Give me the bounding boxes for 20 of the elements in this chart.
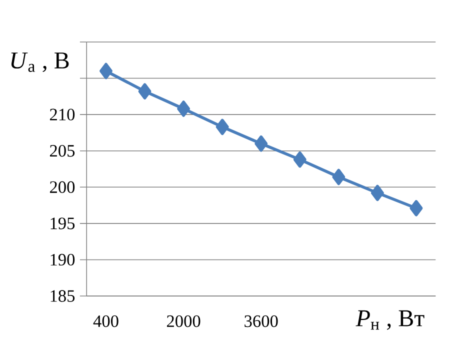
y-tick-label: 185	[50, 290, 75, 302]
x-tick-label: 400	[93, 315, 118, 328]
y-tick-label: 210	[50, 108, 75, 120]
point	[177, 100, 190, 117]
x-tick-label: 3600	[244, 315, 278, 328]
point	[332, 168, 346, 186]
point	[216, 118, 229, 136]
point	[100, 62, 112, 80]
point	[254, 135, 268, 152]
y-tick-label: 200	[50, 181, 75, 193]
y-tick-label: 190	[50, 254, 75, 266]
y-axis-title: U$_{a}$ , В	[11, 52, 69, 72]
x-axis-title: P$_{н}$ , Вт	[356, 310, 424, 330]
x-tick-label: 2000	[166, 315, 200, 328]
y-tick-label: 205	[50, 145, 75, 157]
point	[138, 83, 152, 100]
point	[293, 151, 306, 168]
point	[410, 200, 423, 216]
point	[370, 184, 384, 202]
y-tick-label: 195	[50, 218, 75, 230]
